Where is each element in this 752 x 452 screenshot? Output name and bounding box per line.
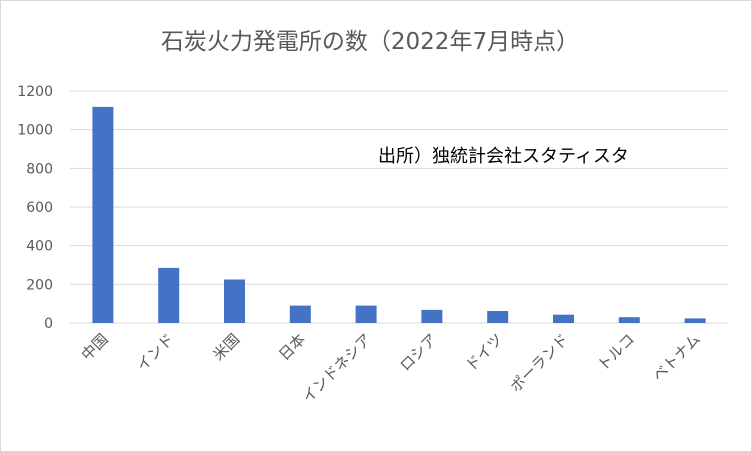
gridlines: [70, 90, 728, 324]
x-category-label: インド: [133, 330, 178, 375]
y-axis-ticks: 0 200 400 600 800 1000 1200: [17, 84, 53, 332]
x-category-label: トルコ: [594, 330, 638, 374]
bar-8: [618, 317, 640, 323]
bar-4: [355, 305, 377, 323]
bar-7: [553, 314, 574, 323]
bar-9: [684, 318, 706, 323]
bar-1: [158, 267, 180, 323]
x-category-label: ポーランド: [507, 330, 573, 396]
bar-5: [421, 309, 443, 323]
y-tick-label: 1000: [17, 123, 53, 139]
y-tick-label: 600: [26, 200, 53, 216]
chart-title: 石炭火力発電所の数（2022年7月時点）: [160, 29, 580, 55]
bar-6: [487, 311, 509, 323]
x-category-label: ベトナム: [649, 330, 704, 385]
x-category-label: インドネシア: [299, 330, 375, 406]
bar-0: [92, 106, 114, 324]
y-tick-label: 800: [26, 161, 53, 177]
x-category-label: 日本: [275, 330, 309, 364]
x-category-label: ドイツ: [462, 330, 507, 375]
y-tick-label: 0: [44, 316, 53, 332]
bar-3: [289, 305, 311, 323]
x-category-label: ロシア: [396, 330, 441, 375]
source-annotation: 出所）独統計会社スタティスタ: [378, 146, 629, 167]
bars: [92, 106, 706, 324]
y-tick-label: 1200: [17, 84, 53, 100]
y-tick-label: 200: [26, 277, 53, 293]
y-tick-label: 400: [26, 239, 53, 255]
bar-2: [224, 279, 245, 323]
x-category-label: 米国: [209, 330, 243, 364]
x-category-label: 中国: [78, 330, 112, 364]
